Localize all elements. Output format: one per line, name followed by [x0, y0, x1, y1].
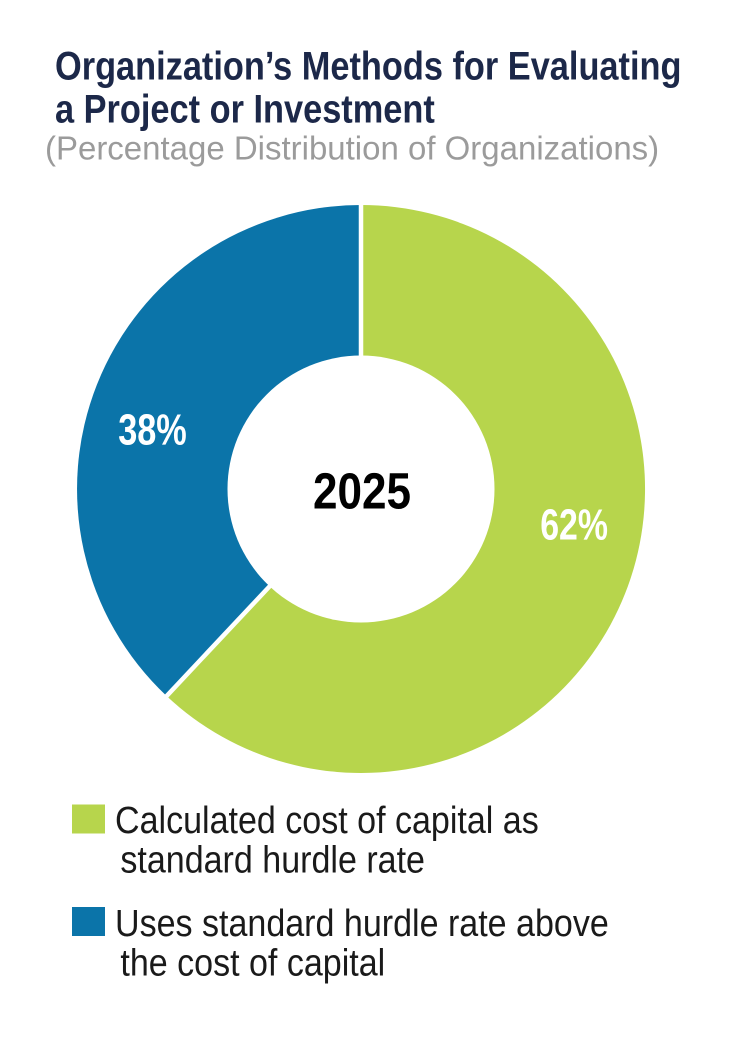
svg-text:standard hurdle rate: standard hurdle rate	[120, 838, 425, 881]
svg-text:the cost of capital: the cost of capital	[120, 941, 385, 984]
svg-text:62%: 62%	[540, 501, 608, 550]
svg-text:2025: 2025	[313, 463, 411, 520]
svg-text:Organization’s Methods for Eva: Organization’s Methods for Evaluating	[55, 43, 681, 88]
svg-text:(Percentage Distribution of Or: (Percentage Distribution of Organization…	[45, 130, 659, 167]
svg-text:Uses standard hurdle rate abov: Uses standard hurdle rate above	[115, 901, 609, 944]
svg-text:38%: 38%	[118, 406, 187, 455]
svg-text:a Project or Investment: a Project or Investment	[55, 86, 435, 131]
svg-text:Calculated cost of capital as: Calculated cost of capital as	[115, 798, 539, 841]
